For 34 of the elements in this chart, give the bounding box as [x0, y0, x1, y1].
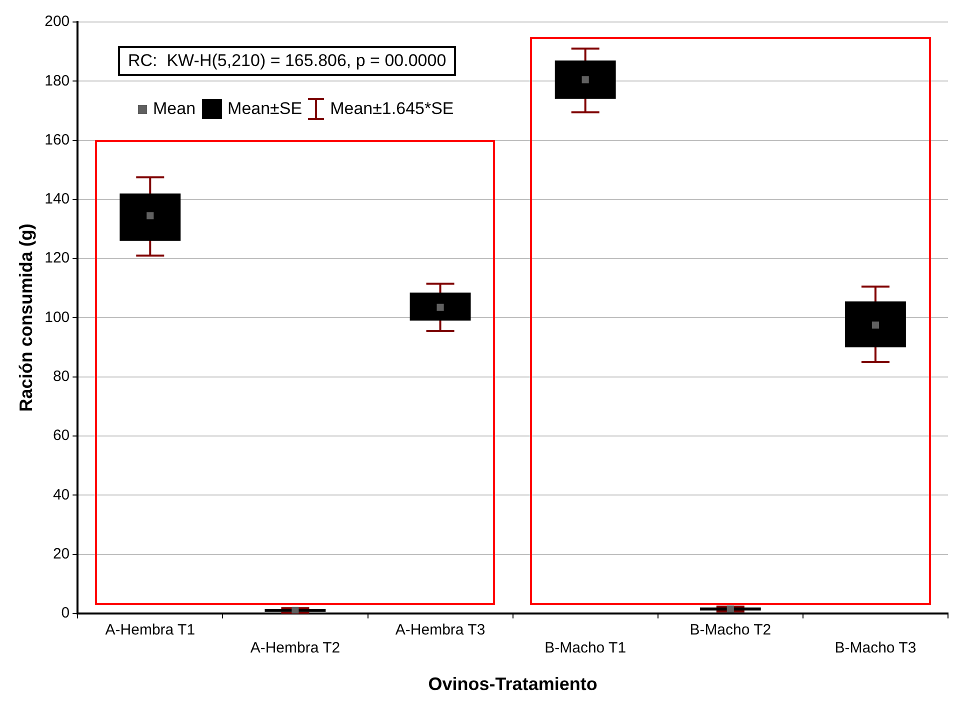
y-axis-title: Ración consumida (g) [16, 224, 36, 412]
point [872, 322, 880, 329]
y-tick-label: 40 [52, 486, 70, 504]
y-tick-label: 200 [44, 13, 70, 30]
x-axis-title: Ovinos-Tratamiento [428, 674, 598, 694]
point [292, 606, 299, 614]
bar [845, 301, 906, 348]
point [436, 304, 444, 311]
y-tick-label: 80 [52, 368, 70, 385]
y-tick-label: 180 [44, 72, 70, 90]
y-tick-label: 20 [52, 545, 70, 562]
annotation: Mean±1.645*SE [330, 99, 454, 119]
x-tick-label: A-Hembra T3 [395, 622, 486, 639]
x-tick-label: B-Macho T2 [690, 622, 772, 639]
y-tick-label: 100 [44, 308, 70, 326]
bar [700, 607, 761, 610]
point [582, 76, 589, 84]
bar [410, 292, 471, 321]
legend-label: Mean±SE [228, 99, 302, 119]
y-tick-label: 160 [44, 131, 70, 148]
y-tick-label: 140 [44, 190, 70, 208]
bar [120, 194, 181, 241]
y-tick-label: 0 [61, 604, 70, 622]
x-tick-label: A-Hembra T1 [105, 622, 196, 639]
y-tick-label: 120 [44, 250, 70, 267]
point [726, 605, 734, 612]
annotation: RC: KW-H(5,210) = 165.806, p = 00.0000 [118, 46, 456, 76]
bar [554, 60, 616, 99]
x-tick-label: B-Macho T3 [834, 640, 916, 657]
x-tick-label: A-Hembra T2 [250, 640, 340, 657]
y-tick-label: 60 [52, 427, 70, 444]
point [146, 212, 154, 220]
x-tick-label: B-Macho T1 [544, 640, 626, 657]
legend-label: Mean [153, 99, 196, 119]
